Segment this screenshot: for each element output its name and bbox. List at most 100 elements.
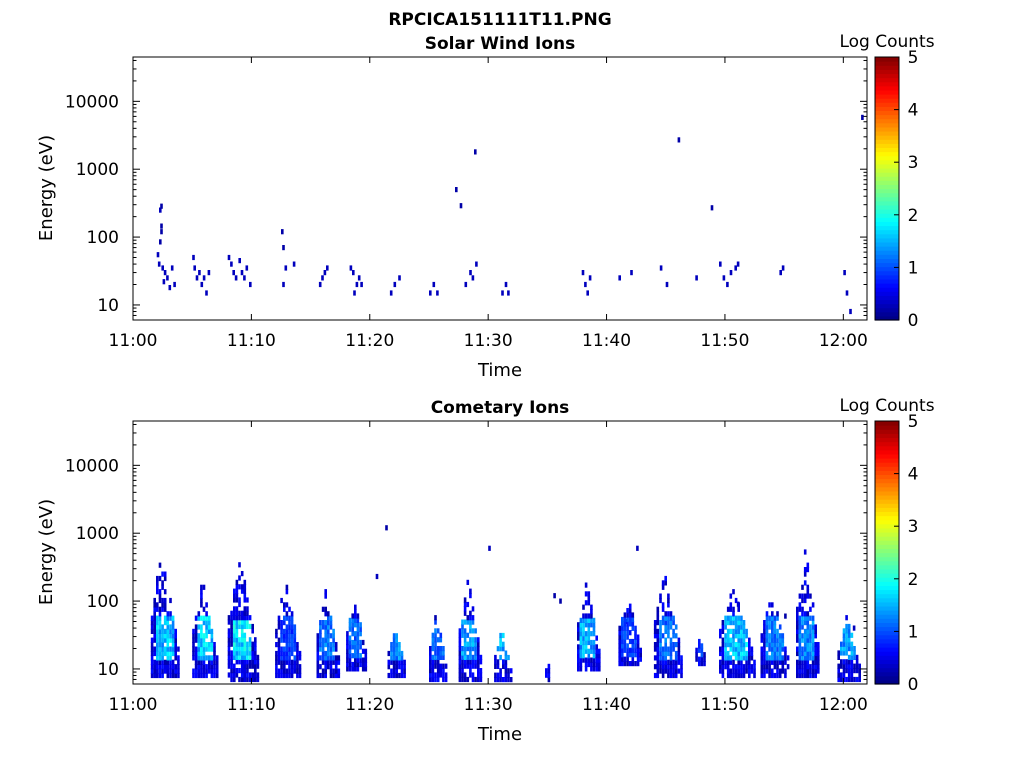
data-cell — [393, 281, 397, 288]
data-cell — [621, 616, 624, 623]
data-cell — [474, 637, 477, 643]
data-cell — [348, 648, 352, 654]
data-cell — [398, 655, 401, 661]
data-cell — [455, 187, 458, 193]
data-cell — [160, 203, 163, 209]
data-cell — [197, 650, 201, 657]
colorbar-segment — [875, 457, 899, 463]
data-cell — [853, 676, 856, 683]
colorbar-segment — [875, 110, 899, 116]
data-cell — [348, 666, 352, 672]
data-cell — [238, 562, 241, 568]
data-cell — [806, 620, 810, 626]
data-cell — [431, 663, 435, 669]
data-cell — [392, 655, 396, 661]
data-cell — [634, 643, 637, 649]
data-cell — [248, 654, 252, 660]
data-cell — [768, 646, 771, 652]
data-cell — [776, 642, 779, 648]
data-cell — [587, 635, 591, 641]
data-cell — [801, 611, 804, 617]
data-cell — [161, 624, 164, 630]
data-cell — [439, 650, 443, 656]
colorbar-segment — [875, 172, 899, 177]
colorbar-segment — [875, 560, 899, 566]
data-cell — [197, 659, 201, 665]
data-cell — [806, 562, 810, 568]
data-cell — [674, 642, 678, 648]
data-cell — [319, 628, 322, 634]
data-cell — [763, 664, 766, 670]
data-cell — [461, 646, 464, 652]
data-cell — [745, 659, 748, 665]
data-cell — [842, 672, 846, 678]
data-cell — [283, 650, 286, 657]
data-cell — [161, 597, 164, 604]
data-cell — [158, 615, 162, 621]
data-cell — [285, 659, 289, 665]
data-cell — [726, 633, 730, 639]
data-cell — [156, 642, 159, 648]
data-cell — [631, 656, 635, 662]
x-tick-label: 11:40 — [582, 331, 631, 351]
data-cell — [763, 624, 766, 630]
data-cell — [806, 611, 810, 617]
data-cell — [169, 659, 172, 665]
data-cell — [598, 648, 601, 654]
data-cell — [817, 664, 820, 670]
data-cell — [171, 628, 175, 634]
data-cell — [158, 672, 162, 679]
colorbar-segment — [875, 311, 899, 317]
data-cell — [337, 655, 341, 661]
data-cell — [507, 677, 510, 683]
data-cell — [742, 628, 746, 634]
data-cell — [801, 650, 804, 657]
data-cell — [215, 668, 219, 674]
colorbar-label: Log Counts — [839, 32, 934, 52]
data-cell — [850, 641, 854, 647]
data-cell — [321, 637, 325, 643]
data-cell — [664, 646, 667, 652]
data-cell — [281, 229, 284, 235]
data-cell — [194, 646, 198, 652]
colorbar-segment — [875, 494, 899, 500]
data-cell — [398, 642, 401, 648]
data-cell — [806, 637, 810, 643]
data-cell — [354, 613, 357, 619]
data-cell — [463, 637, 467, 643]
data-cell — [628, 603, 632, 609]
data-cell — [458, 659, 462, 665]
data-cell — [243, 584, 247, 590]
data-cell — [461, 659, 464, 665]
data-cell — [364, 653, 368, 659]
data-cell — [471, 619, 475, 625]
data-cell — [587, 648, 591, 654]
data-cell — [235, 584, 239, 590]
data-cell — [734, 624, 738, 630]
data-cell — [230, 668, 233, 674]
data-cell — [773, 650, 777, 657]
data-cell — [502, 677, 505, 683]
data-cell — [169, 637, 172, 643]
data-cell — [765, 668, 769, 674]
data-cell — [158, 650, 162, 657]
data-cell — [784, 659, 787, 665]
colorbar-tick-label: 2 — [908, 206, 919, 226]
data-cell — [248, 623, 252, 630]
data-cell — [803, 597, 807, 604]
data-cell — [458, 641, 462, 647]
data-cell — [235, 641, 239, 647]
data-cell — [623, 634, 627, 640]
data-cell — [664, 628, 667, 634]
data-cell — [801, 593, 804, 599]
data-cell — [496, 672, 500, 678]
data-cell — [653, 620, 657, 626]
data-cell — [434, 672, 437, 678]
data-cell — [842, 663, 846, 669]
data-cell — [246, 654, 249, 660]
colorbar-segment — [875, 192, 899, 198]
data-cell — [726, 650, 730, 657]
data-cell — [329, 642, 333, 648]
data-cell — [765, 611, 769, 617]
data-cell — [734, 620, 738, 626]
